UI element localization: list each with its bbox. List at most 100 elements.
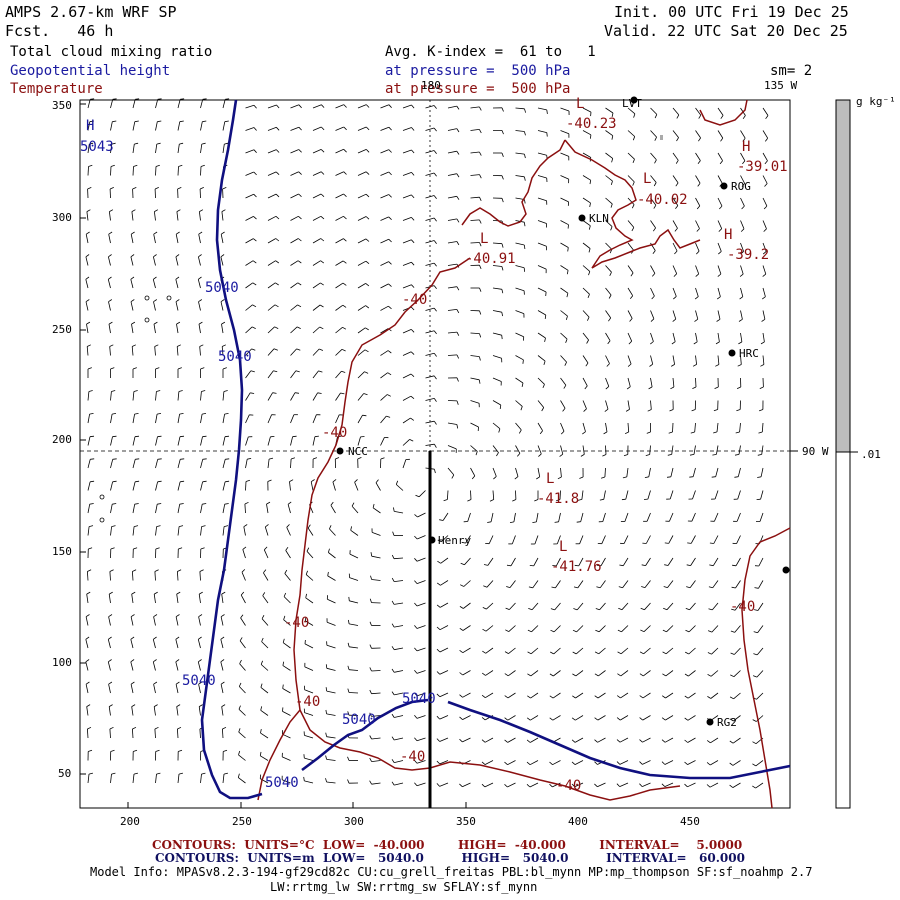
wind-barb xyxy=(582,445,585,455)
wind-barb-flag xyxy=(647,409,652,412)
wind-barb xyxy=(740,175,746,184)
wind-barb xyxy=(198,324,201,334)
wind-barb-flag xyxy=(650,318,655,322)
height-contour-info: CONTOURS: UNITS=m LOW= 5040.0 HIGH= 5040… xyxy=(155,851,745,865)
wind-barb xyxy=(351,505,359,514)
wind-barb-flag xyxy=(436,582,441,586)
wind-barb xyxy=(267,326,275,334)
wind-barb xyxy=(537,175,547,179)
wind-barb xyxy=(87,526,90,536)
wind-barb-flag xyxy=(664,564,669,566)
wind-barb-flag xyxy=(414,737,418,742)
wind-barb xyxy=(130,684,134,694)
wind-barb-flag xyxy=(752,741,757,745)
wind-barb xyxy=(310,481,314,491)
wind-barb-flag xyxy=(433,330,437,335)
wind-barb xyxy=(462,670,471,676)
wind-barb xyxy=(492,310,502,313)
wind-barb-flag xyxy=(108,681,113,685)
wind-barb-flag xyxy=(754,609,759,611)
wind-barb xyxy=(152,639,156,649)
wind-barb-flag xyxy=(652,250,656,255)
wind-barb xyxy=(175,234,179,244)
wind-barb xyxy=(199,211,201,221)
wind-barb xyxy=(110,459,114,469)
wind-barb-flag xyxy=(661,739,666,743)
wind-barb-flag xyxy=(692,364,697,367)
wind-barb xyxy=(132,504,136,514)
wind-barb xyxy=(177,414,180,424)
wind-barb xyxy=(649,445,651,455)
wind-barb xyxy=(439,647,449,653)
wind-barb-flag xyxy=(85,254,90,258)
wind-barb-flag xyxy=(237,773,240,778)
wind-barb xyxy=(665,670,674,677)
wind-barb-flag xyxy=(85,614,90,618)
wind-barb-flag xyxy=(501,198,504,203)
wind-barb-flag xyxy=(479,197,482,201)
wind-barb xyxy=(490,512,494,522)
wind-barb xyxy=(515,310,525,314)
wind-barb-flag xyxy=(238,705,241,710)
wind-barb-flag xyxy=(266,501,271,505)
wind-barb xyxy=(245,104,255,109)
wind-barb-flag xyxy=(712,454,717,456)
wind-barb xyxy=(762,175,768,184)
wind-barb xyxy=(532,580,539,589)
wind-barb-flag xyxy=(179,413,184,415)
wind-barb xyxy=(691,512,696,522)
wind-barb xyxy=(598,670,606,677)
wind-barb-flag xyxy=(153,231,158,235)
wind-barb-flag xyxy=(460,584,464,587)
wind-barb-flag xyxy=(283,615,286,620)
wind-barb-flag xyxy=(684,673,689,677)
wind-barb-flag xyxy=(753,631,758,634)
wind-barb xyxy=(87,571,89,581)
wind-barb xyxy=(85,661,89,671)
wind-barb xyxy=(348,669,359,671)
wind-barb-flag xyxy=(720,137,724,142)
wind-barb-flag xyxy=(461,541,466,544)
wind-barb xyxy=(131,346,134,356)
wind-barb-flag xyxy=(314,435,319,438)
wind-barb-flag xyxy=(252,260,257,264)
wind-barb xyxy=(648,467,651,477)
wind-barb xyxy=(537,265,547,270)
wind-barb-flag xyxy=(297,282,302,286)
wind-barb-flag xyxy=(734,476,739,478)
wind-barb-flag xyxy=(459,738,463,743)
wind-barb-flag xyxy=(253,193,257,198)
wind-barb xyxy=(221,594,224,604)
wind-barb-flag xyxy=(459,627,464,631)
wind-barb xyxy=(282,711,291,716)
wind-barb xyxy=(371,555,381,559)
wind-barb-flag xyxy=(366,104,370,108)
wind-barb-flag xyxy=(436,783,440,787)
wind-barb xyxy=(416,557,426,562)
wind-barb-flag xyxy=(692,386,697,389)
wind-barb xyxy=(515,400,523,407)
wind-barb-flag xyxy=(562,408,566,412)
wind-barb-flag xyxy=(321,104,325,108)
wind-barb xyxy=(175,639,179,649)
wind-barb xyxy=(537,467,541,477)
wind-barb-flag xyxy=(696,250,700,255)
wind-barb xyxy=(284,573,291,581)
wind-barb xyxy=(198,594,201,604)
wind-barb-flag xyxy=(675,160,679,164)
wind-barb-flag xyxy=(111,525,116,527)
wind-barb-flag xyxy=(651,273,656,277)
wind-barb-flag xyxy=(89,435,95,438)
wind-barb-flag xyxy=(202,480,207,483)
wind-barb-flag xyxy=(549,673,554,677)
wind-barb-flag xyxy=(343,104,347,108)
y-tick-label: 100 xyxy=(52,656,72,669)
wind-barb xyxy=(574,760,584,765)
wind-barb-flag xyxy=(529,565,534,567)
wind-barb xyxy=(335,260,344,266)
wind-barb-flag xyxy=(290,457,296,460)
wind-barb-flag xyxy=(221,321,226,325)
wind-barb xyxy=(267,171,277,176)
wind-barb-flag xyxy=(616,739,621,743)
wind-barb-flag xyxy=(220,636,225,640)
